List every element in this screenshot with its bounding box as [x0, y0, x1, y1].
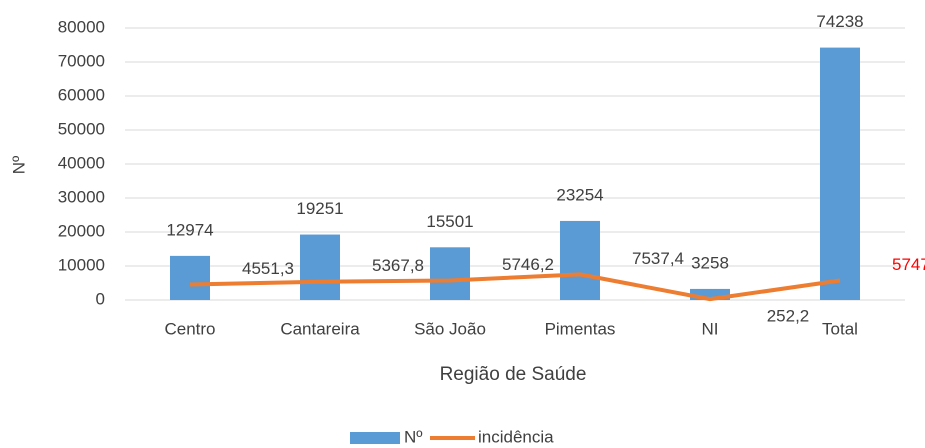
x-tick-label: Cantareira — [280, 319, 360, 338]
legend-label: Nº — [404, 427, 423, 446]
bar — [820, 47, 860, 300]
x-tick-label: Centro — [164, 319, 215, 338]
y-tick-label: 70000 — [58, 51, 105, 70]
legend-swatch — [350, 432, 400, 444]
x-tick-label: NI — [702, 319, 719, 338]
y-tick-label: 60000 — [58, 85, 105, 104]
bar-value-label: 19251 — [296, 199, 343, 218]
y-tick-label: 40000 — [58, 153, 105, 172]
line-value-label: 4551,3 — [242, 259, 294, 278]
x-tick-label: Total — [822, 319, 858, 338]
x-tick-label: Pimentas — [545, 319, 616, 338]
bar-value-label: 23254 — [556, 185, 603, 204]
x-tick-label: São João — [414, 319, 486, 338]
y-tick-label: 30000 — [58, 187, 105, 206]
x-axis-label: Região de Saúde — [440, 364, 587, 385]
bar — [430, 247, 470, 300]
bar-value-label: 12974 — [166, 220, 213, 239]
bar — [170, 255, 210, 300]
line-value-label: 7537,4 — [632, 249, 684, 268]
y-axis-label: Nº — [9, 156, 28, 175]
y-tick-label: 80000 — [58, 17, 105, 36]
bar-value-label: 15501 — [426, 212, 473, 231]
line-value-label: 252,2 — [767, 307, 810, 326]
legend-label: incidência — [478, 427, 554, 446]
bar-value-label: 74238 — [816, 12, 863, 31]
bar — [560, 220, 600, 300]
line-value-label: 5746,2 — [502, 255, 554, 274]
y-tick-label: 20000 — [58, 221, 105, 240]
line-value-label: 5367,8 — [372, 256, 424, 275]
bar-value-label: 3258 — [691, 253, 729, 272]
bar — [690, 288, 730, 300]
y-tick-label: 0 — [96, 289, 105, 308]
y-tick-label: 10000 — [58, 255, 105, 274]
line — [189, 272, 841, 302]
line-value-label: 5747,0 — [892, 255, 925, 274]
y-tick-label: 50000 — [58, 119, 105, 138]
bar — [300, 234, 340, 300]
